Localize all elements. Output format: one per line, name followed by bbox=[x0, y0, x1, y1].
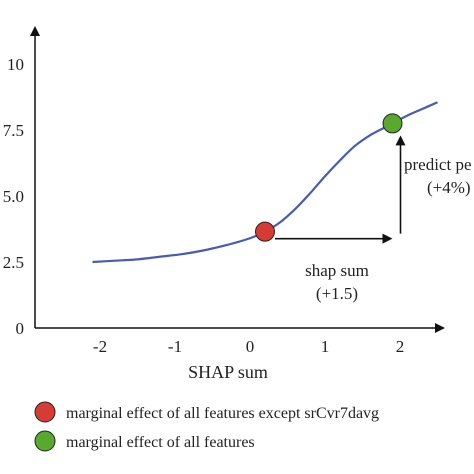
legend-marker-red bbox=[34, 401, 56, 423]
x-axis-title: SHAP sum bbox=[188, 362, 268, 382]
y-tick-label: 2.5 bbox=[3, 253, 24, 272]
annotation-predict: predict pe bbox=[404, 155, 472, 174]
y-tick-label: 7.5 bbox=[3, 121, 24, 140]
annotation-shap-sum: shap sum bbox=[305, 261, 369, 280]
point-red bbox=[255, 221, 275, 242]
annotation-shap-sum-value: (+1.5) bbox=[316, 284, 358, 303]
x-tick-label: 0 bbox=[246, 337, 255, 356]
y-tick-label: 5.0 bbox=[3, 187, 24, 206]
legend-marker-green bbox=[34, 430, 56, 452]
y-tick-labels: 0 2.5 5.0 7.5 10 bbox=[3, 55, 24, 338]
point-green bbox=[382, 113, 403, 134]
x-tick-label: -1 bbox=[168, 337, 182, 356]
legend-label-red: marginal effect of all features except s… bbox=[66, 405, 379, 422]
x-tick-labels: -2 -1 0 1 2 bbox=[93, 337, 404, 356]
annotation-predict-value: (+4%) bbox=[427, 178, 471, 197]
legend-label-green: marginal effect of all features bbox=[66, 434, 255, 451]
legend: marginal effect of all features except s… bbox=[34, 401, 379, 452]
x-tick-label: 2 bbox=[396, 337, 405, 356]
y-tick-label: 10 bbox=[7, 55, 24, 74]
x-tick-label: 1 bbox=[321, 337, 330, 356]
x-tick-label: -2 bbox=[93, 337, 107, 356]
y-tick-label: 0 bbox=[16, 319, 25, 338]
